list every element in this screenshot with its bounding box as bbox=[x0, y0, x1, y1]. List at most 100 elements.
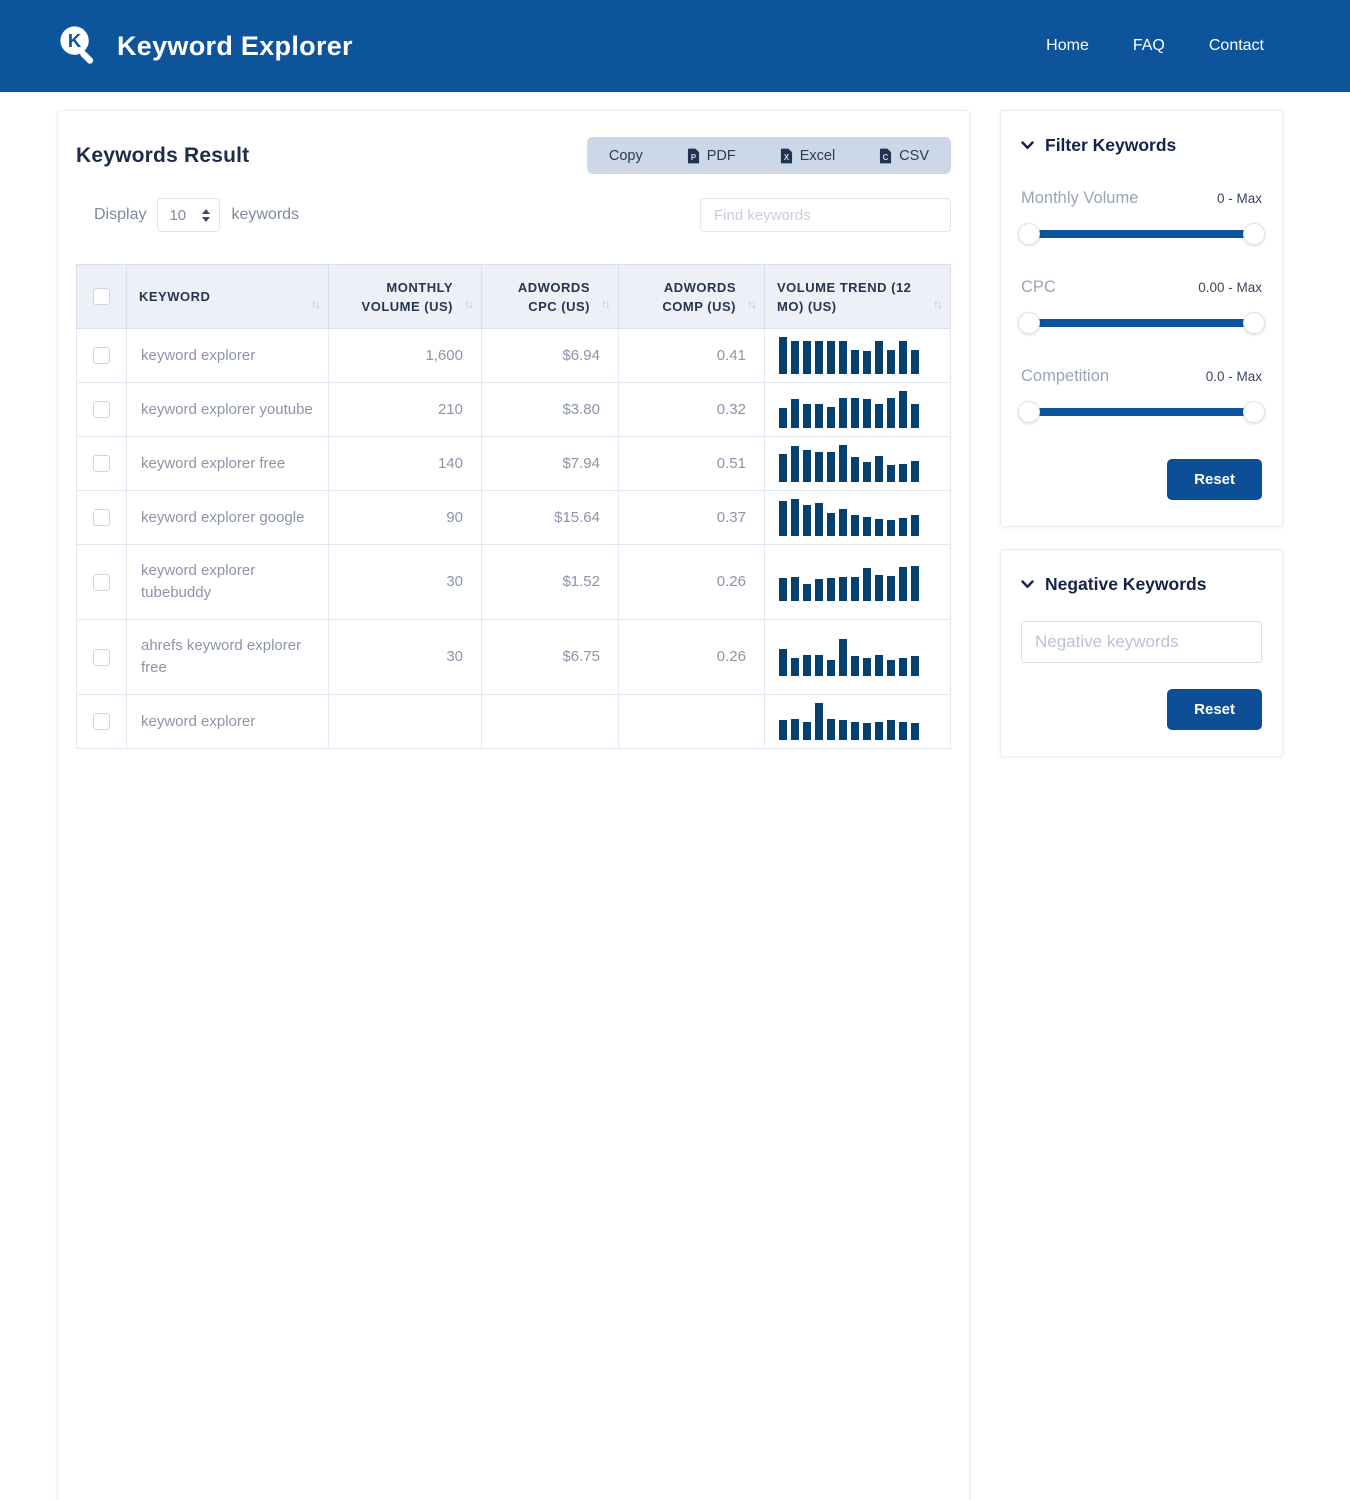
negative-keywords-input[interactable] bbox=[1021, 621, 1262, 663]
find-keywords-input[interactable] bbox=[700, 198, 951, 232]
nav-home[interactable]: Home bbox=[1046, 37, 1089, 54]
filter-range-value: 0.0 - Max bbox=[1205, 369, 1262, 384]
adwords-comp-cell: 0.51 bbox=[618, 436, 765, 491]
keyword-cell: keyword explorer google bbox=[141, 508, 305, 526]
trend-bar bbox=[839, 508, 847, 536]
sort-icon[interactable]: ↑↓ bbox=[747, 297, 757, 311]
volume-trend-chart bbox=[779, 703, 936, 740]
copy-export-button[interactable]: Copy bbox=[587, 137, 665, 174]
volume-trend-chart bbox=[779, 391, 936, 428]
slider-handle-min[interactable] bbox=[1018, 401, 1040, 423]
trend-bar bbox=[911, 723, 919, 740]
trend-bar bbox=[911, 515, 919, 536]
column-header-adwords-comp[interactable]: ADWORDS COMP (US) ↑↓ bbox=[618, 264, 765, 329]
trend-bar bbox=[779, 337, 787, 374]
trend-bar bbox=[827, 513, 835, 536]
column-header-volume-trend[interactable]: VOLUME TREND (12 MO) (US) ↑↓ bbox=[764, 264, 951, 329]
trend-bar bbox=[875, 655, 883, 676]
trend-bar bbox=[899, 340, 907, 374]
trend-bar bbox=[863, 567, 871, 601]
pdf-export-button[interactable]: P PDF bbox=[665, 137, 758, 174]
trend-bar bbox=[911, 350, 919, 374]
trend-bar bbox=[875, 574, 883, 601]
range-slider[interactable] bbox=[1018, 401, 1265, 423]
slider-handle-max[interactable] bbox=[1243, 401, 1265, 423]
trend-bar bbox=[827, 659, 835, 676]
trend-bar bbox=[887, 659, 895, 676]
nav-faq[interactable]: FAQ bbox=[1132, 37, 1165, 54]
table-row: keyword explorer google 90 $15.64 0.37 bbox=[76, 490, 951, 545]
trend-bar bbox=[851, 576, 859, 601]
trend-bar bbox=[827, 406, 835, 428]
adwords-cpc-cell: $3.80 bbox=[481, 382, 619, 437]
sort-icon[interactable]: ↑↓ bbox=[464, 297, 474, 311]
slider-track bbox=[1029, 319, 1254, 327]
slider-track bbox=[1029, 230, 1254, 238]
trend-bar bbox=[875, 518, 883, 536]
row-checkbox[interactable] bbox=[93, 713, 110, 730]
trend-bar bbox=[791, 718, 799, 740]
trend-bar bbox=[887, 719, 895, 740]
row-checkbox[interactable] bbox=[93, 648, 110, 666]
row-checkbox[interactable] bbox=[93, 401, 110, 418]
range-slider[interactable] bbox=[1018, 312, 1265, 334]
chevron-down-icon bbox=[1021, 141, 1034, 149]
monthly-volume-cell: 210 bbox=[328, 382, 482, 437]
negative-panel-title[interactable]: Negative Keywords bbox=[1021, 574, 1262, 595]
filter-panel-title[interactable]: Filter Keywords bbox=[1021, 135, 1262, 156]
filter-label: CPC bbox=[1021, 278, 1056, 296]
filter-reset-button[interactable]: Reset bbox=[1167, 459, 1262, 500]
sort-icon[interactable]: ↑↓ bbox=[601, 297, 611, 311]
column-header-adwords-cpc[interactable]: ADWORDS CPC (US) ↑↓ bbox=[481, 264, 619, 329]
row-checkbox[interactable] bbox=[93, 347, 110, 364]
trend-bar bbox=[827, 340, 835, 374]
select-all-checkbox[interactable] bbox=[93, 288, 110, 305]
adwords-cpc-cell: $1.52 bbox=[481, 544, 619, 620]
filter-section: Monthly Volume 0 - Max bbox=[1018, 189, 1265, 245]
excel-export-button[interactable]: X Excel bbox=[758, 137, 857, 174]
trend-bar bbox=[791, 399, 799, 428]
row-checkbox[interactable] bbox=[93, 573, 110, 591]
trend-bar bbox=[851, 456, 859, 482]
trend-bar bbox=[803, 583, 811, 601]
row-checkbox[interactable] bbox=[93, 509, 110, 526]
slider-handle-max[interactable] bbox=[1243, 223, 1265, 245]
monthly-volume-cell: 30 bbox=[328, 619, 482, 695]
volume-trend-chart bbox=[779, 445, 936, 482]
slider-handle-min[interactable] bbox=[1018, 223, 1040, 245]
slider-handle-min[interactable] bbox=[1018, 312, 1040, 334]
trend-bar bbox=[779, 719, 787, 740]
nav-contact[interactable]: Contact bbox=[1208, 37, 1264, 54]
trend-bar bbox=[803, 340, 811, 374]
range-slider[interactable] bbox=[1018, 223, 1265, 245]
negative-reset-button[interactable]: Reset bbox=[1167, 689, 1262, 730]
trend-bar bbox=[803, 403, 811, 428]
adwords-cpc-cell: $6.75 bbox=[481, 619, 619, 695]
column-header-monthly-volume[interactable]: MONTHLY VOLUME (US) ↑↓ bbox=[328, 264, 482, 329]
brand[interactable]: K Keyword Explorer bbox=[55, 23, 353, 70]
display-count-select[interactable]: 10 bbox=[157, 198, 221, 232]
page-title: Keywords Result bbox=[76, 143, 250, 167]
column-header-keyword[interactable]: KEYWORD ↑↓ bbox=[126, 264, 329, 329]
sort-icon[interactable]: ↑↓ bbox=[311, 297, 321, 311]
filter-section: CPC 0.00 - Max bbox=[1018, 278, 1265, 334]
trend-bar bbox=[899, 567, 907, 601]
trend-bar bbox=[851, 656, 859, 676]
row-checkbox[interactable] bbox=[93, 455, 110, 472]
trend-bar bbox=[839, 638, 847, 676]
select-arrows-icon bbox=[202, 208, 211, 222]
trend-bar bbox=[863, 722, 871, 740]
keyword-explorer-logo-icon: K bbox=[55, 23, 102, 70]
select-all-header bbox=[76, 264, 127, 329]
adwords-cpc-cell: $15.64 bbox=[481, 490, 619, 545]
trend-bar bbox=[863, 657, 871, 676]
trend-bar bbox=[875, 721, 883, 740]
slider-handle-max[interactable] bbox=[1243, 312, 1265, 334]
brand-title: Keyword Explorer bbox=[117, 30, 353, 61]
csv-export-button[interactable]: C CSV bbox=[857, 137, 951, 174]
trend-bar bbox=[779, 453, 787, 482]
filter-keywords-panel: Filter Keywords Monthly Volume 0 - Max C… bbox=[1000, 110, 1283, 527]
trend-bar bbox=[791, 499, 799, 536]
trend-bar bbox=[851, 721, 859, 740]
sort-icon[interactable]: ↑↓ bbox=[933, 297, 943, 311]
